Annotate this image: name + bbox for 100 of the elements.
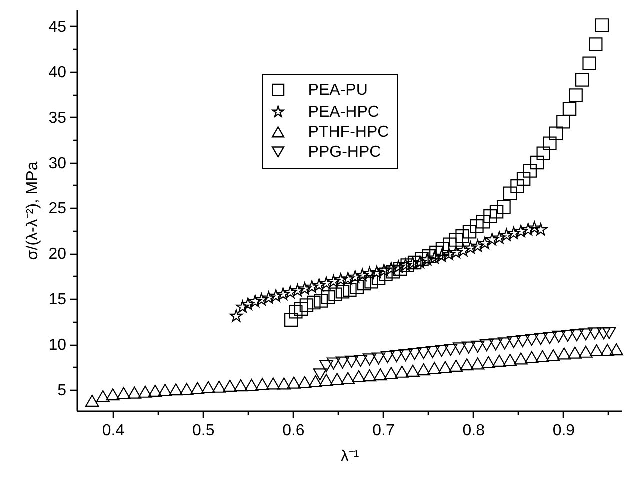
point — [492, 231, 506, 244]
point — [602, 327, 616, 340]
point — [372, 271, 386, 286]
point — [370, 266, 384, 278]
point — [356, 268, 370, 282]
point — [498, 338, 512, 350]
point — [590, 344, 604, 357]
point — [284, 286, 298, 298]
point — [428, 251, 442, 264]
point — [180, 383, 194, 396]
point — [291, 284, 304, 297]
point — [534, 333, 548, 346]
point — [138, 386, 152, 398]
point — [589, 38, 603, 52]
point — [516, 172, 531, 186]
point — [462, 224, 477, 239]
point — [452, 342, 467, 355]
point — [202, 381, 216, 394]
point — [523, 164, 537, 178]
point — [344, 356, 359, 368]
point — [490, 204, 504, 219]
point — [443, 238, 457, 252]
y-tick-label: 20 — [48, 246, 67, 264]
point — [582, 56, 596, 71]
point — [600, 344, 614, 356]
point — [244, 379, 259, 392]
point — [236, 300, 250, 314]
point — [379, 268, 393, 282]
point — [320, 276, 334, 290]
point — [525, 334, 539, 346]
point — [343, 283, 357, 297]
point — [85, 394, 100, 408]
point — [287, 376, 301, 389]
point — [486, 233, 499, 246]
x-tick-label: 0.4 — [102, 422, 125, 440]
point — [471, 240, 484, 252]
point — [543, 136, 557, 151]
point — [384, 367, 398, 380]
point — [503, 186, 518, 201]
point — [372, 352, 386, 365]
point — [234, 380, 248, 392]
point — [398, 350, 413, 362]
y-tick-label: 10 — [48, 337, 67, 354]
point — [298, 376, 312, 388]
point — [460, 358, 474, 371]
point — [242, 298, 255, 310]
legend-label: PEA-HPC — [308, 104, 380, 122]
x-axis-title: λ⁻¹ — [340, 448, 360, 466]
point — [334, 273, 348, 286]
legend-label: PPG-HPC — [308, 144, 382, 162]
point — [314, 294, 328, 308]
point — [464, 241, 478, 254]
point — [341, 372, 356, 384]
point — [394, 262, 408, 276]
y-axis-title: σ/(λ-λ⁻²), MPa — [24, 162, 42, 260]
point — [510, 180, 524, 194]
point — [255, 293, 268, 306]
point — [522, 223, 535, 236]
point — [354, 354, 368, 368]
point — [456, 244, 470, 257]
point — [543, 332, 557, 344]
x-tick-label: 0.8 — [462, 422, 486, 440]
point — [357, 276, 372, 291]
point — [492, 354, 506, 368]
point — [363, 266, 376, 280]
point — [536, 350, 550, 362]
point — [308, 375, 323, 388]
point — [352, 370, 366, 382]
point — [507, 336, 521, 348]
point — [514, 224, 528, 238]
point — [569, 88, 583, 102]
point — [327, 275, 340, 288]
legend-label: PTHF-HPC — [308, 124, 390, 142]
point — [497, 200, 511, 214]
point — [435, 250, 448, 262]
point — [384, 262, 398, 275]
point — [525, 351, 539, 364]
point — [313, 368, 328, 381]
point — [416, 347, 431, 360]
point — [528, 221, 542, 234]
point — [588, 328, 602, 340]
point — [462, 342, 476, 354]
point — [270, 290, 283, 302]
point — [420, 253, 434, 266]
point — [552, 330, 566, 343]
x-tick-label: 0.7 — [372, 422, 395, 440]
point — [546, 350, 560, 362]
point — [556, 114, 570, 129]
point — [223, 380, 238, 392]
point — [386, 265, 400, 279]
y-tick-label: 35 — [48, 110, 67, 127]
point — [579, 328, 593, 341]
y-tick-label: 30 — [48, 155, 67, 172]
point — [476, 214, 490, 229]
point — [503, 354, 518, 366]
point — [328, 288, 342, 302]
point — [374, 368, 388, 381]
point — [514, 352, 528, 365]
point — [212, 380, 226, 393]
point — [300, 298, 314, 312]
